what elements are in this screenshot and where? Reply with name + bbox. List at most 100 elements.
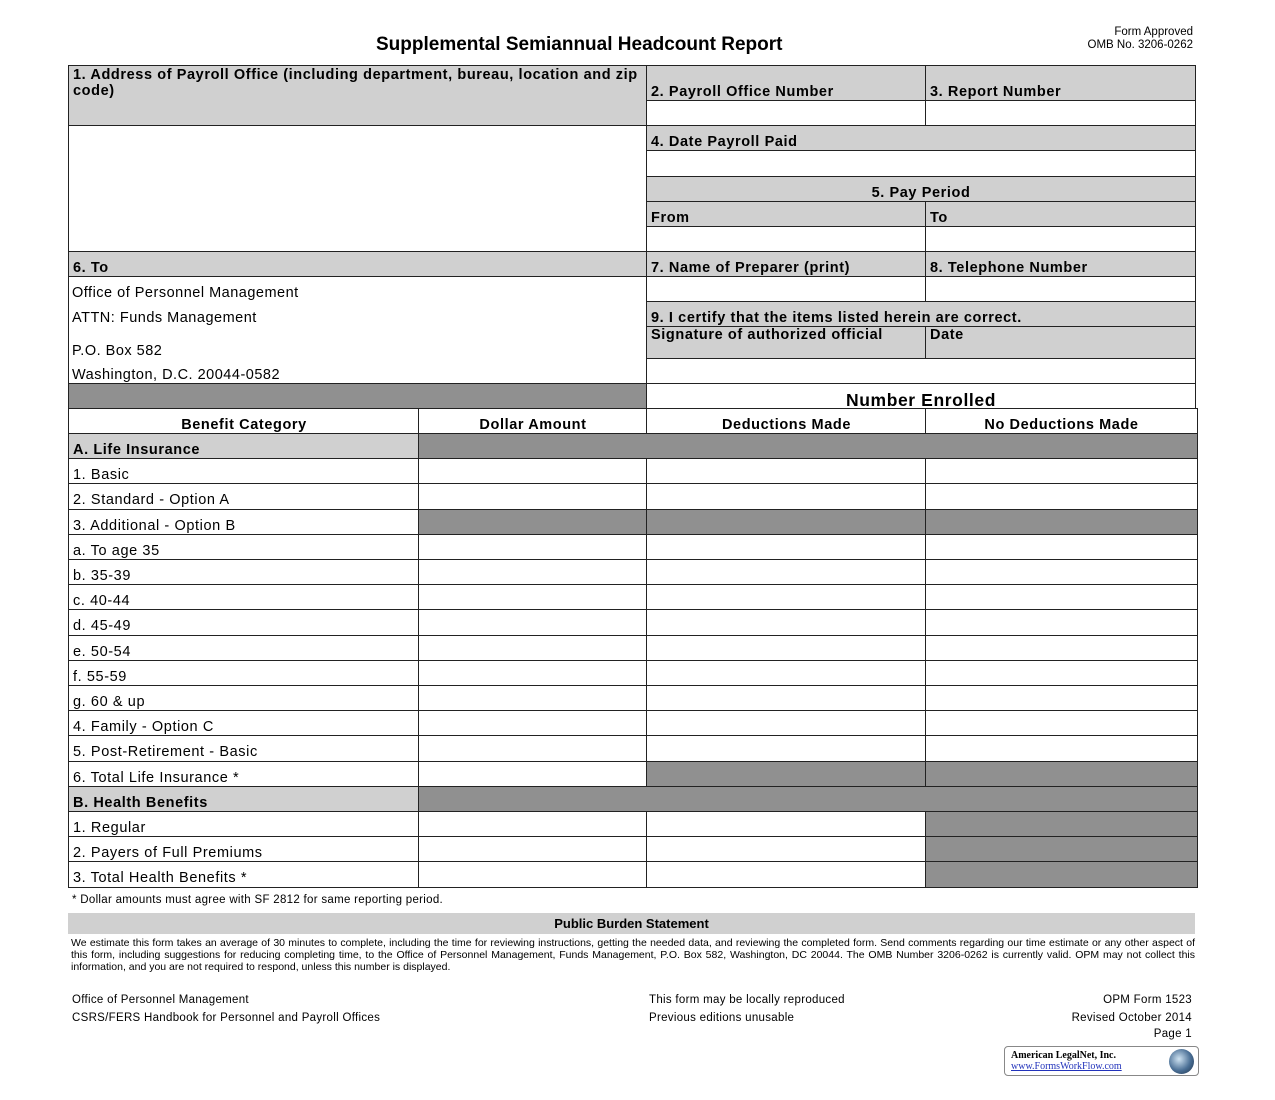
row-label: 3. Additional - Option B xyxy=(68,508,420,536)
no-deductions-made-input[interactable] xyxy=(925,735,1198,763)
report-number-input[interactable] xyxy=(925,100,1196,127)
field-3-label: 3. Report Number xyxy=(925,65,1196,102)
no-deductions-made-input[interactable] xyxy=(925,710,1198,738)
omb-number: OMB No. 3206-0262 xyxy=(1087,39,1193,51)
american-legalnet-logo[interactable]: American LegalNet, Inc. www.FormsWorkFlo… xyxy=(1004,1046,1199,1076)
deductions-made-input[interactable] xyxy=(646,609,927,637)
no-deductions-made-input[interactable] xyxy=(925,533,1198,561)
shaded-cell xyxy=(68,383,648,410)
signature-input[interactable] xyxy=(646,358,1196,385)
dollar-amount-input[interactable] xyxy=(418,483,648,511)
field-2-label: 2. Payroll Office Number xyxy=(646,65,927,102)
dollar-amount-input[interactable] xyxy=(418,609,648,637)
field-6-label: 6. To xyxy=(68,251,648,278)
deductions-made-input[interactable] xyxy=(646,710,927,738)
to-label: To xyxy=(925,201,1196,228)
row-label: g. 60 & up xyxy=(68,685,420,712)
row-label: e. 50-54 xyxy=(68,634,420,662)
dollar-amount-input[interactable] xyxy=(418,659,648,687)
field-7-label: 7. Name of Preparer (print) xyxy=(646,251,927,278)
dollar-amount-input[interactable] xyxy=(418,735,648,763)
dollar-amount-input[interactable] xyxy=(418,584,648,612)
logo-url[interactable]: www.FormsWorkFlow.com xyxy=(1011,1061,1122,1072)
column-header-no-deductions-made: No Deductions Made xyxy=(925,408,1198,435)
column-header-dollar-amount: Dollar Amount xyxy=(418,408,648,435)
shaded-cell xyxy=(925,760,1198,788)
field-5-label: 5. Pay Period xyxy=(646,176,1196,203)
dollar-amount-input[interactable] xyxy=(418,458,648,486)
dollar-amount-input[interactable] xyxy=(418,634,648,662)
deductions-made-input[interactable] xyxy=(646,836,927,864)
deductions-made-input[interactable] xyxy=(646,861,927,889)
no-deductions-made-input[interactable] xyxy=(925,609,1198,637)
shaded-cell xyxy=(925,861,1198,889)
row-label: 5. Post-Retirement - Basic xyxy=(68,735,420,763)
shaded-cell xyxy=(925,836,1198,864)
dollar-amount-input[interactable] xyxy=(418,836,648,864)
row-label: 2. Payers of Full Premiums xyxy=(68,836,420,864)
no-deductions-made-input[interactable] xyxy=(925,685,1198,712)
field-8-label: 8. Telephone Number xyxy=(925,251,1196,278)
footer-reproduction: This form may be locally reproduced xyxy=(649,994,845,1006)
shaded-cell xyxy=(925,508,1198,536)
deductions-made-input[interactable] xyxy=(646,458,927,486)
column-header-deductions-made: Deductions Made xyxy=(646,408,927,435)
footer-handbook: CSRS/FERS Handbook for Personnel and Pay… xyxy=(72,1012,381,1024)
deductions-made-input[interactable] xyxy=(646,584,927,612)
row-label: 2. Standard - Option A xyxy=(68,483,420,511)
no-deductions-made-input[interactable] xyxy=(925,634,1198,662)
row-label: 6. Total Life Insurance * xyxy=(68,760,420,788)
dollar-amount-input[interactable] xyxy=(418,811,648,838)
payroll-office-address-input[interactable] xyxy=(68,125,648,253)
shaded-cell xyxy=(646,508,927,536)
field-4-label: 4. Date Payroll Paid xyxy=(646,125,1196,152)
no-deductions-made-input[interactable] xyxy=(925,559,1198,586)
deductions-made-input[interactable] xyxy=(646,634,927,662)
telephone-number-input[interactable] xyxy=(925,276,1196,303)
row-label: 4. Family - Option C xyxy=(68,710,420,738)
to-address-line: P.O. Box 582 xyxy=(72,343,163,359)
deductions-made-input[interactable] xyxy=(646,811,927,838)
to-address-line: Office of Personnel Management xyxy=(72,285,299,301)
deductions-made-input[interactable] xyxy=(646,685,927,712)
row-label: 1. Regular xyxy=(68,811,420,838)
form-title: Supplemental Semiannual Headcount Report xyxy=(376,34,783,55)
shaded-cell xyxy=(418,433,1198,460)
field-1-label: 1. Address of Payroll Office (including … xyxy=(68,65,648,127)
dollar-amount-input[interactable] xyxy=(418,685,648,712)
footer-agency: Office of Personnel Management xyxy=(72,994,249,1006)
form-approved: Form Approved xyxy=(1114,26,1193,38)
pay-period-to-input[interactable] xyxy=(925,226,1196,253)
dollar-amount-input[interactable] xyxy=(418,861,648,889)
to-address-block: Office of Personnel Management ATTN: Fun… xyxy=(68,276,648,385)
no-deductions-made-input[interactable] xyxy=(925,458,1198,486)
from-label: From xyxy=(646,201,927,228)
no-deductions-made-input[interactable] xyxy=(925,584,1198,612)
deductions-made-input[interactable] xyxy=(646,559,927,586)
pay-period-from-input[interactable] xyxy=(646,226,927,253)
no-deductions-made-input[interactable] xyxy=(925,659,1198,687)
public-burden-text: We estimate this form takes an average o… xyxy=(71,937,1195,973)
preparer-name-input[interactable] xyxy=(646,276,927,303)
row-label: f. 55-59 xyxy=(68,659,420,687)
payroll-office-number-input[interactable] xyxy=(646,100,927,127)
footer-form-number: OPM Form 1523 xyxy=(1103,994,1192,1006)
row-label: A. Life Insurance xyxy=(68,433,420,460)
row-label: 3. Total Health Benefits * xyxy=(68,861,420,889)
deductions-made-input[interactable] xyxy=(646,483,927,511)
deductions-made-input[interactable] xyxy=(646,735,927,763)
deductions-made-input[interactable] xyxy=(646,659,927,687)
shaded-cell xyxy=(418,508,648,536)
dollar-amount-input[interactable] xyxy=(418,559,648,586)
number-enrolled-header: Number Enrolled xyxy=(646,383,1196,410)
signature-date-label: Date xyxy=(925,326,1196,360)
deductions-made-input[interactable] xyxy=(646,533,927,561)
logo-name: American LegalNet, Inc. xyxy=(1011,1050,1116,1061)
row-label: d. 45-49 xyxy=(68,609,420,637)
no-deductions-made-input[interactable] xyxy=(925,483,1198,511)
footer-revised: Revised October 2014 xyxy=(1071,1012,1192,1024)
date-payroll-paid-input[interactable] xyxy=(646,150,1196,178)
dollar-amount-input[interactable] xyxy=(418,760,648,788)
dollar-amount-input[interactable] xyxy=(418,710,648,738)
dollar-amount-input[interactable] xyxy=(418,533,648,561)
